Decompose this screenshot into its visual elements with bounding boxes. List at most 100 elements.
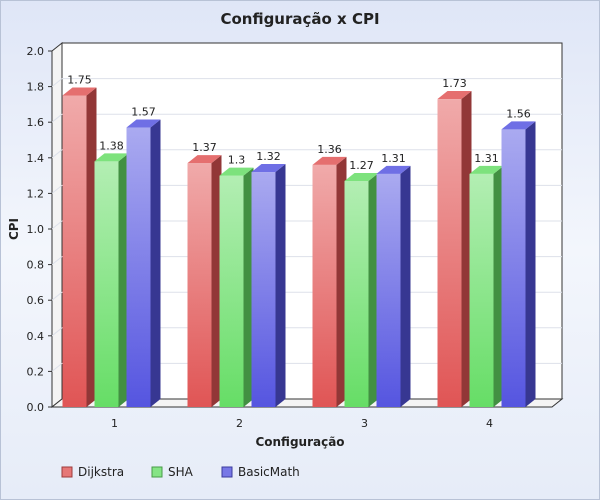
data-label: 1.27 [349,159,374,172]
bar-top [94,153,129,162]
legend-swatch [61,466,73,478]
x-tick-label: 2 [236,417,243,430]
x-tick-label: 1 [111,417,118,430]
bar-front [62,95,87,407]
bar-top [187,155,222,164]
bar [437,91,472,407]
bar [187,155,222,407]
legend-label: Dijkstra [78,465,124,479]
y-tick-label: 1.8 [27,81,45,94]
bar [344,172,379,407]
legend-item: SHA [151,465,194,479]
bar [126,119,161,407]
data-label: 1.56 [506,107,531,120]
gridline-side [51,291,63,301]
bar-side [525,121,536,407]
plot-area: 0.0 0.2 0.4 0.6 0.8 1.0 1.2 1.4 1.6 1.8 2.0 1 1.75 1.… [27,41,564,430]
bar-front [251,172,276,407]
gridline-side [51,220,63,230]
y-tick-label: 0.2 [27,365,45,378]
data-label: 1.75 [67,74,92,87]
x-tick-label: 3 [361,417,368,430]
bar-top [312,156,347,165]
bar-front [187,163,212,407]
bar [251,164,286,407]
bar-side [461,91,472,407]
bar-top [126,119,161,128]
bar-side [86,87,97,407]
bar [219,167,254,407]
data-label: 1.3 [228,154,246,167]
bar-front [126,127,151,407]
gridline-side [51,149,63,159]
bar-top [219,167,254,176]
legend-item: Dijkstra [61,465,124,479]
bar-top [376,165,411,174]
bar-side [275,164,286,407]
bar-side [118,153,129,407]
bar-front [376,173,401,407]
legend: Dijkstra SHA BasicMath [61,465,300,479]
y-axis-label: CPI [7,218,21,240]
data-label: 1.57 [131,106,156,119]
bar-front [344,180,369,407]
gridline-side [51,363,63,372]
bar-front [219,175,244,407]
legend-label: BasicMath [238,465,300,479]
y-tick-label: 1.6 [27,116,45,129]
data-label: 1.37 [192,141,217,154]
y-tick-label: 0.8 [27,259,45,272]
bar-side [336,156,347,407]
bar-top [344,172,379,181]
bar-front [501,129,526,407]
bar-top [501,121,536,130]
gridline-side [51,185,63,194]
bar-top [437,91,472,100]
bar-top [251,164,286,173]
y-tick-label: 0.6 [27,294,45,307]
data-label: 1.73 [442,77,467,90]
x-tick-label: 4 [486,417,493,430]
bar-side [150,119,161,407]
bar-side [400,165,411,407]
gridline-side [51,78,63,87]
bar-top [469,165,504,174]
gridline-side [51,113,63,123]
bar [469,165,504,407]
chart-title: Configuração x CPI [220,10,379,28]
data-label: 1.32 [256,150,281,163]
bar [62,87,97,407]
data-label: 1.31 [381,152,406,165]
y-tick-label: 1.4 [27,152,45,165]
bar-side [243,167,254,407]
y-tick-label: 0.4 [27,330,45,343]
legend-swatch [221,466,233,478]
gridline-side [51,327,63,337]
legend-label: SHA [168,465,194,479]
bar [312,156,347,407]
bar [501,121,536,407]
data-label: 1.36 [317,143,342,156]
bar-top [62,87,97,96]
bar-front [469,173,494,407]
bar-front [94,161,119,407]
legend-swatch [151,466,163,478]
bar-side [211,155,222,407]
bar-side [368,172,379,407]
bar-front [312,164,337,407]
bar-side [493,165,504,407]
gridline-side [51,256,63,265]
bar-front [437,99,462,407]
y-tick-label: 1.0 [27,223,45,236]
bar [376,165,411,407]
legend-item: BasicMath [221,465,300,479]
bar [94,153,129,407]
y-tick-label: 0.0 [27,401,45,414]
x-axis-label: Configuração [255,435,344,449]
y-tick-label: 2.0 [27,45,45,58]
data-label: 1.38 [99,139,124,152]
data-label: 1.31 [474,152,499,165]
y-tick-label: 1.2 [27,187,45,200]
